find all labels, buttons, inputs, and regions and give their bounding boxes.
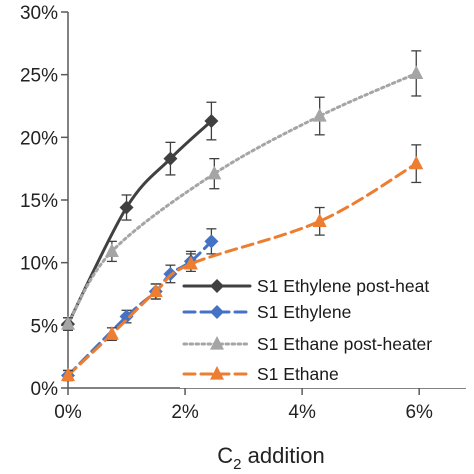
data-point-marker [312,213,327,227]
y-tick-label: 20% [20,128,58,149]
data-point-marker [61,367,75,382]
series-line [66,119,213,326]
data-point-marker [61,316,75,330]
x-axis-title: C2 addition [217,443,324,473]
data-point-marker [204,234,219,249]
legend-label: S1 Ethylene post-heat [257,276,429,296]
data-point-marker [104,326,119,340]
data-point-marker [148,283,163,298]
data-point-marker [409,65,424,80]
data-point-marker [119,200,134,215]
y-tick-label: 5% [31,316,59,337]
y-tick-label: 25% [20,66,58,87]
series-3 [61,144,424,382]
x-axis-title-suffix: addition [242,443,325,468]
data-point-marker [204,114,219,129]
data-point-marker [210,305,224,319]
x-tick-label: 4% [288,402,316,423]
y-tick-label: 0% [31,379,59,400]
data-point-marker [210,365,224,380]
data-point-marker [312,107,327,122]
data-point-marker [183,255,198,270]
x-axis-title-main: C [217,443,233,468]
series-layer [61,50,424,383]
x-tick-label: 2% [171,402,199,423]
x-tick-label: 6% [405,402,433,423]
y-tick-label: 15% [20,191,58,212]
legend-label: S1 Ethane [257,364,339,384]
data-point-marker [210,335,224,350]
series-2 [61,50,424,331]
data-point-marker [207,165,222,180]
data-point-marker [409,155,424,170]
data-point-marker [163,151,178,166]
legend-label: S1 Ethylene [257,302,351,322]
tick-labels: 0% 5% 10% 15% 20% 25% 30% 0% 2% 4% 6% [20,3,433,423]
y-tick-label: 10% [20,254,58,275]
data-point-marker [104,243,119,258]
data-point-marker [119,309,134,324]
legend: S1 Ethylene post-heat S1 Ethylene S1 Ethan… [180,272,474,388]
x-axis-title-subscript: 2 [233,456,241,473]
legend-label: S1 Ethane post-heater [257,334,432,354]
series-line [66,71,418,326]
x-tick-label: 0% [54,402,82,423]
y-tick-label: 30% [20,3,58,24]
data-point-marker [210,279,224,293]
